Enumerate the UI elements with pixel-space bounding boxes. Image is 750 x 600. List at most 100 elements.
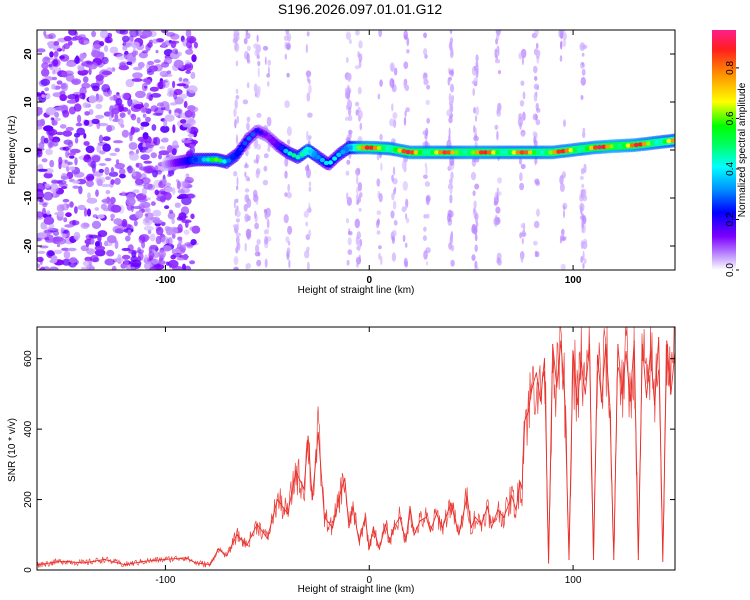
noise-streak-blob [256, 259, 262, 267]
noise-streak-blob [533, 135, 536, 144]
noise-streak-blob [235, 88, 239, 95]
noise-blob [94, 245, 106, 251]
noise-streak-blob [308, 181, 312, 187]
noise-blob [65, 126, 74, 132]
noise-blob [167, 211, 176, 220]
noise-streak-blob [286, 139, 291, 145]
noise-streak-blob [533, 92, 538, 102]
noise-streak-blob [376, 230, 381, 235]
noise-streak-blob [234, 118, 237, 129]
noise-blob [163, 182, 171, 187]
noise-blob [91, 44, 102, 49]
ridge-core [654, 140, 660, 145]
noise-streak-blob [243, 164, 249, 169]
noise-blob [129, 152, 139, 161]
noise-blob [66, 203, 70, 209]
noise-streak-blob [376, 178, 381, 187]
noise-streak-blob [581, 44, 588, 49]
noise-blob [177, 243, 182, 250]
noise-blob [171, 248, 176, 254]
noise-streak-blob [245, 175, 249, 182]
snr-ytick-label: 400 [23, 420, 34, 437]
noise-streak-blob [256, 34, 259, 43]
ridge-core [323, 160, 329, 166]
noise-blob [71, 78, 82, 85]
ridge-core [434, 150, 439, 155]
noise-blob [123, 258, 129, 268]
noise-streak-blob [254, 49, 259, 57]
noise-streak-blob [358, 53, 363, 62]
noise-blob [131, 103, 135, 111]
noise-blob [143, 160, 152, 164]
noise-blob [95, 94, 104, 103]
ridge-core [230, 155, 236, 160]
noise-streak-blob [245, 228, 252, 238]
snr-point [358, 541, 360, 543]
noise-streak-blob [243, 37, 248, 45]
noise-streak-blob [234, 42, 240, 52]
noise-streak-blob [306, 246, 310, 253]
noise-blob [99, 150, 106, 155]
snr-point [633, 340, 635, 342]
noise-blob [82, 102, 89, 109]
noise-blob [37, 263, 41, 269]
noise-blob [77, 114, 82, 124]
noise-blob [171, 232, 176, 239]
noise-streak-blob [286, 191, 292, 199]
noise-blob [64, 159, 68, 164]
snr-point [645, 396, 648, 398]
noise-blob [76, 127, 86, 136]
ridge-core [299, 152, 305, 157]
noise-blob [158, 150, 170, 156]
noise-blob [101, 70, 113, 76]
noise-blob [37, 256, 44, 263]
noise-blob [128, 142, 138, 150]
noise-streak-blob [471, 80, 477, 85]
noise-streak-blob [355, 168, 361, 176]
noise-blob [130, 259, 142, 268]
noise-streak-blob [234, 30, 240, 38]
ridge-core [552, 150, 558, 155]
noise-streak-blob [496, 107, 500, 115]
noise-blob [43, 183, 51, 188]
noise-blob [40, 118, 45, 127]
snr-point [276, 499, 279, 501]
ridge-core [352, 145, 358, 150]
noise-streak-blob [472, 190, 476, 197]
noise-streak-blob [449, 50, 454, 59]
snr-point [601, 400, 603, 402]
snr-point [209, 564, 211, 566]
noise-blob [142, 132, 149, 140]
noise-blob [67, 94, 79, 100]
noise-blob [158, 153, 162, 160]
ridge-core [209, 157, 215, 162]
noise-blob [128, 249, 138, 255]
snr-point [572, 351, 574, 353]
snr-point [617, 344, 619, 346]
noise-streak-blob [345, 104, 349, 111]
noise-blob [144, 216, 150, 224]
noise-streak-blob [256, 112, 262, 118]
noise-blob [94, 249, 106, 257]
ridge-core [319, 157, 325, 163]
noise-streak-blob [236, 115, 239, 124]
noise-streak-blob [405, 213, 408, 220]
noise-streak-blob [536, 85, 539, 91]
snr-line-detail [37, 327, 675, 568]
noise-blob [129, 132, 133, 142]
noise-blob [114, 162, 126, 170]
noise-blob [106, 235, 117, 244]
noise-streak-blob [423, 226, 427, 232]
noise-blob [115, 97, 123, 106]
noise-blob [50, 255, 58, 264]
ridge-core [633, 142, 639, 148]
noise-blob [102, 136, 111, 142]
noise-streak-blob [392, 200, 397, 210]
noise-streak-blob [582, 241, 588, 250]
noise-streak-blob [494, 59, 501, 64]
ridge-core [425, 150, 431, 155]
noise-streak-blob [422, 235, 427, 242]
noise-blob [167, 173, 172, 177]
noise-streak-blob [257, 67, 260, 78]
noise-blob [186, 193, 196, 199]
